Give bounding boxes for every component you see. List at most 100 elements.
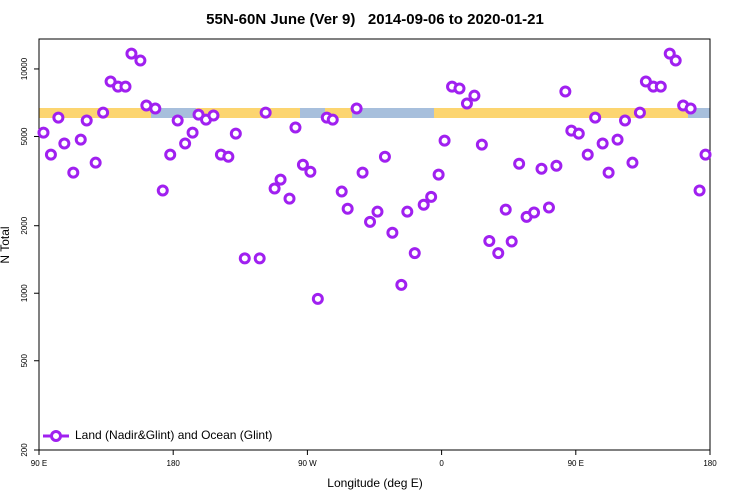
point xyxy=(44,148,57,161)
point xyxy=(97,106,110,119)
point xyxy=(684,102,697,115)
point xyxy=(364,215,377,228)
point xyxy=(350,102,363,115)
plot-frame xyxy=(38,38,711,451)
point xyxy=(238,252,251,265)
point xyxy=(222,150,235,163)
point xyxy=(268,182,281,195)
point xyxy=(164,148,177,161)
point xyxy=(417,198,430,211)
y-tick-label: 500 xyxy=(20,354,29,368)
point xyxy=(589,111,602,124)
point xyxy=(475,138,488,151)
land-band xyxy=(325,108,352,118)
point xyxy=(596,137,609,150)
point xyxy=(371,205,384,218)
point xyxy=(119,80,132,93)
point xyxy=(499,203,512,216)
point xyxy=(259,106,272,119)
x-axis-label: Longitude (deg E) xyxy=(327,476,422,490)
y-tick-label: 10000 xyxy=(20,57,29,80)
x-tick-label: 90 W xyxy=(298,459,317,468)
point xyxy=(156,184,169,197)
x-tick-label: 90 E xyxy=(31,459,47,468)
legend-marker xyxy=(50,430,62,442)
point xyxy=(572,127,585,140)
point xyxy=(633,106,646,119)
point xyxy=(89,156,102,169)
point xyxy=(468,89,481,102)
point xyxy=(401,205,414,218)
point xyxy=(654,80,667,93)
point xyxy=(283,192,296,205)
point xyxy=(550,159,563,172)
point xyxy=(559,85,572,98)
point xyxy=(626,156,639,169)
point xyxy=(542,201,555,214)
point xyxy=(67,166,80,179)
point xyxy=(149,102,162,115)
chart-title: 55N-60N June (Ver 9) 2014-09-06 to 2020-… xyxy=(206,11,544,28)
y-tick-label: 2000 xyxy=(20,216,29,234)
point xyxy=(253,252,266,265)
point xyxy=(483,234,496,247)
point xyxy=(356,166,369,179)
point xyxy=(274,173,287,186)
land-band xyxy=(196,108,300,118)
point xyxy=(125,47,138,60)
point xyxy=(58,137,71,150)
point xyxy=(619,114,632,127)
point xyxy=(80,114,93,127)
land-band xyxy=(434,108,688,118)
y-tick-label: 1000 xyxy=(20,284,29,302)
point xyxy=(513,157,526,170)
point xyxy=(171,114,184,127)
x-tick-label: 0 xyxy=(439,459,444,468)
y-axis-label: N Total xyxy=(0,226,12,263)
point xyxy=(37,126,50,139)
point xyxy=(669,54,682,67)
point xyxy=(438,134,451,147)
point xyxy=(229,127,242,140)
y-tick-label: 5000 xyxy=(20,127,29,145)
land-ocean-band xyxy=(39,108,710,118)
point xyxy=(693,184,706,197)
point xyxy=(326,113,339,126)
point xyxy=(134,54,147,67)
point xyxy=(74,133,87,146)
point xyxy=(289,121,302,134)
point xyxy=(425,190,438,203)
point xyxy=(395,278,408,291)
point xyxy=(304,165,317,178)
point xyxy=(602,166,615,179)
point xyxy=(611,133,624,146)
point xyxy=(492,247,505,260)
point xyxy=(207,109,220,122)
legend-label: Land (Nadir&Glint) and Ocean (Glint) xyxy=(75,428,272,442)
point xyxy=(535,162,548,175)
point xyxy=(528,206,541,219)
point xyxy=(179,137,192,150)
point xyxy=(505,235,518,248)
point xyxy=(52,111,65,124)
land-band xyxy=(39,108,151,118)
point xyxy=(460,97,473,110)
point xyxy=(432,168,445,181)
point xyxy=(408,247,421,260)
x-tick-label: 90 E xyxy=(568,459,584,468)
x-tick-label: 180 xyxy=(703,459,717,468)
point xyxy=(581,148,594,161)
point xyxy=(386,226,399,239)
point xyxy=(341,202,354,215)
point xyxy=(378,150,391,163)
point xyxy=(311,292,324,305)
y-tick-label: 200 xyxy=(20,443,29,457)
point xyxy=(335,185,348,198)
point xyxy=(186,126,199,139)
point xyxy=(453,82,466,95)
point xyxy=(296,158,309,171)
ocean-band xyxy=(39,108,710,118)
point xyxy=(699,148,712,161)
x-tick-label: 180 xyxy=(167,459,181,468)
